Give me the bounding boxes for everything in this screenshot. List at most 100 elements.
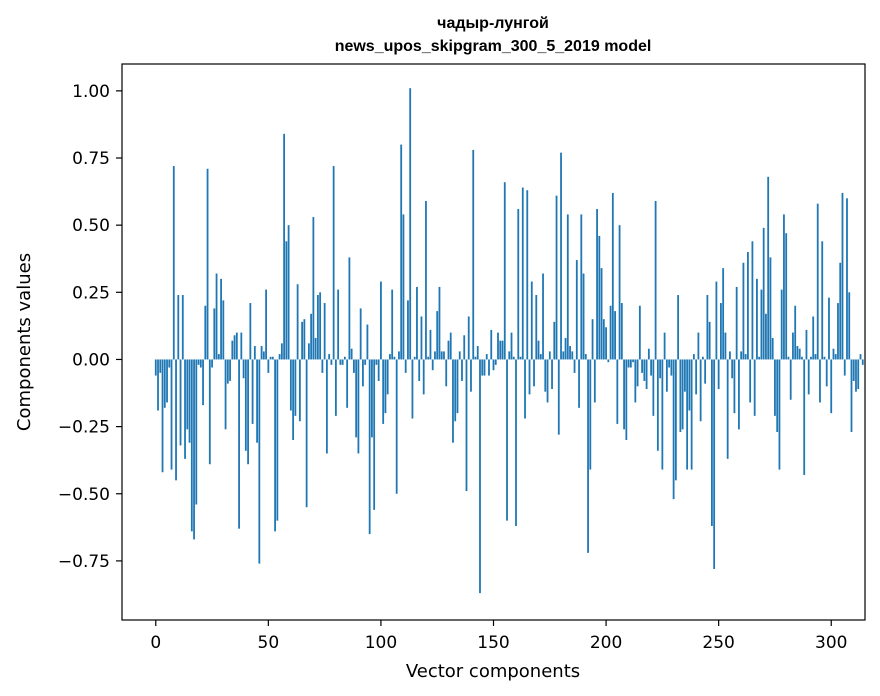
bar-248	[713, 359, 716, 569]
bar-44	[253, 346, 256, 360]
bar-200	[605, 327, 607, 360]
bar-314	[861, 359, 864, 365]
bar-277	[778, 359, 781, 470]
bar-123	[431, 359, 434, 371]
bar-188	[578, 359, 580, 408]
bar-125	[436, 311, 439, 360]
bar-245	[706, 295, 709, 360]
bar-269	[760, 289, 763, 360]
bar-195	[593, 359, 596, 403]
bar-244	[704, 359, 707, 384]
bar-149	[490, 329, 493, 360]
bar-281	[787, 356, 790, 360]
bar-152	[497, 332, 499, 360]
bar-289	[805, 329, 808, 360]
bar-75	[323, 303, 326, 360]
bar-162	[519, 356, 522, 360]
bar-227	[665, 359, 668, 392]
bar-291	[810, 356, 812, 360]
bar-35	[233, 335, 236, 360]
bar-141	[472, 149, 475, 360]
bar-76	[325, 359, 328, 454]
bar-140	[470, 359, 472, 392]
bar-78	[330, 359, 333, 365]
bar-203	[611, 192, 614, 360]
bar-150	[492, 359, 495, 371]
bar-249	[715, 281, 718, 360]
bar-191	[584, 354, 587, 360]
bar-24	[208, 359, 211, 465]
bar-10	[177, 295, 180, 360]
bar-137	[463, 335, 466, 360]
bar-113	[409, 88, 412, 360]
bar-101	[382, 359, 385, 424]
bar-241	[697, 332, 700, 360]
bar-208	[623, 359, 625, 430]
bar-158	[510, 332, 513, 360]
bar-286	[798, 348, 801, 360]
bar-122	[429, 329, 432, 360]
bar-109	[400, 144, 403, 360]
bar-25	[211, 359, 213, 368]
bar-284	[794, 305, 797, 360]
bar-213	[634, 359, 637, 403]
bar-5	[166, 359, 168, 403]
bar-216	[641, 359, 643, 373]
bar-169	[535, 295, 538, 360]
bar-37	[238, 359, 240, 529]
y-axis-ticks: −0.75 −0.50 −0.25 0.00 0.25 0.50 0.75 1.00	[58, 82, 122, 572]
bar-279	[783, 214, 785, 360]
bar-192	[587, 359, 589, 553]
bar-312	[857, 359, 860, 390]
bar-250	[717, 359, 720, 390]
bar-103	[386, 359, 389, 395]
bar-15	[188, 359, 191, 443]
bar-293	[814, 354, 817, 360]
bar-40	[244, 359, 247, 451]
bar-160	[515, 359, 517, 526]
bar-240	[695, 359, 698, 395]
bar-74	[321, 359, 324, 373]
x-tick-label-5: 250	[702, 633, 734, 653]
bar-58	[285, 241, 288, 360]
bar-215	[638, 305, 641, 360]
bar-20	[199, 359, 202, 368]
bar-88	[353, 359, 355, 373]
bar-177	[553, 321, 556, 360]
bar-49	[265, 289, 267, 360]
bar-11	[179, 359, 182, 446]
bar-254	[726, 359, 729, 459]
y-tick-label-7: 1.00	[72, 82, 110, 102]
bar-98	[375, 359, 378, 365]
bar-92	[362, 359, 364, 387]
bar-228	[668, 359, 671, 368]
x-tick-label-1: 50	[258, 633, 280, 653]
bar-166	[528, 359, 531, 395]
bar-153	[499, 340, 502, 360]
bar-222	[654, 200, 657, 360]
bar-56	[280, 343, 283, 360]
bar-34	[231, 340, 234, 360]
bar-99	[377, 359, 380, 381]
bar-276	[776, 359, 779, 432]
bar-313	[859, 354, 862, 360]
bar-30	[222, 300, 225, 360]
bar-265	[751, 241, 754, 360]
bar-301	[832, 348, 835, 360]
bar-47	[260, 346, 263, 360]
bar-41	[247, 359, 249, 465]
bar-236	[686, 359, 689, 470]
bar-51	[269, 356, 272, 360]
bar-146	[483, 359, 486, 376]
bar-46	[258, 359, 261, 564]
bar-3	[161, 359, 164, 473]
bar-53	[274, 359, 276, 532]
bar-278	[780, 289, 783, 360]
bar-126	[438, 286, 441, 360]
bar-95	[368, 359, 371, 535]
bar-105	[391, 289, 394, 360]
bar-243	[701, 356, 704, 360]
bar-272	[767, 176, 770, 360]
bar-163	[521, 187, 524, 360]
